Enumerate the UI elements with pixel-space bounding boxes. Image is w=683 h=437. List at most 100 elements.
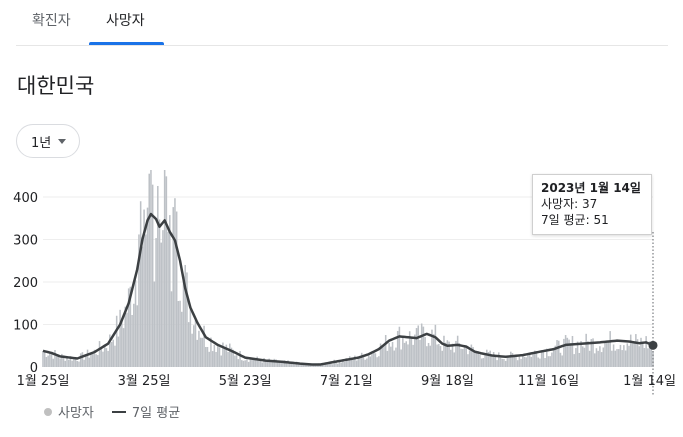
death-bar [71,360,73,367]
death-bar [232,349,234,367]
death-bar [458,343,461,367]
death-bar [294,364,296,367]
death-bar [124,306,127,367]
death-bar [414,334,416,367]
active-tab-indicator [89,42,164,45]
death-bar [477,351,479,367]
death-bar [645,336,647,367]
death-bar [556,340,558,367]
death-bar [131,314,133,367]
death-bar [78,361,80,367]
death-bar [530,356,533,367]
death-bar [133,303,135,367]
caret-down-icon [58,139,67,144]
death-bar [588,350,591,367]
death-bar [499,357,502,367]
death-bar [393,350,396,367]
death-bar [242,360,245,367]
death-bar [143,209,145,367]
x-tick-label: 9월 18일 [421,374,474,389]
tooltip-deaths-value: 37 [581,197,598,211]
death-bar [321,365,324,367]
death-bar [354,355,356,367]
death-bar [511,353,514,367]
death-bar [487,352,490,367]
death-bar [468,350,471,367]
death-bar [105,348,108,367]
death-bar [600,352,603,367]
death-bar [441,350,444,367]
death-bar [523,356,526,367]
death-bar [119,309,121,367]
legend-bars[interactable]: 사망자 [44,402,94,421]
death-bar [139,201,142,367]
death-bar [360,352,363,367]
death-bar [61,353,63,367]
range-dropdown[interactable]: 1년 [16,124,80,158]
death-bar [268,358,270,367]
death-bar [475,351,478,367]
death-bar [405,341,408,367]
death-bar [587,341,589,367]
death-bar [563,338,565,367]
death-bar [532,351,534,367]
death-bar [607,340,610,367]
death-bar [300,364,303,367]
death-bar [129,286,132,367]
death-bar [489,350,491,367]
death-bar [155,238,157,367]
tooltip-date-day: 14일 [613,181,641,195]
death-bar [635,334,637,367]
death-bar [292,363,294,367]
death-bar [631,342,634,367]
death-bar [314,364,317,367]
death-bar [640,337,642,367]
death-bar [240,360,243,367]
death-bar [492,351,495,367]
death-bar [45,356,48,367]
death-bar [534,350,536,367]
x-tick-label: 3월 25일 [118,374,171,389]
death-bar [307,364,310,367]
death-bar [328,362,330,367]
death-bar [252,359,255,367]
death-bar [134,280,137,367]
death-bar [167,231,169,367]
death-bar [312,365,315,367]
death-bar [235,355,238,367]
tab-deaths[interactable]: 사망자 [106,13,145,29]
death-bar [547,356,550,367]
death-bar [196,339,198,367]
death-bar [408,331,411,367]
death-bar [544,358,546,367]
death-bar [211,351,214,367]
death-bar [609,331,611,367]
tab-confirmed[interactable]: 확진자 [32,13,71,29]
death-bar [103,344,106,367]
death-bar [367,354,370,367]
death-bar [400,349,402,367]
death-bar [193,325,195,367]
death-bar [283,360,286,367]
death-bar [218,347,221,367]
tooltip-avg-value: 51 [593,213,609,227]
death-bar [419,339,421,367]
death-bar [480,358,483,367]
death-bar [121,321,123,367]
death-bar [97,355,99,367]
death-bar [516,360,519,367]
death-bar [146,207,149,367]
death-bar [446,340,449,367]
death-bar [112,339,115,367]
death-bar [102,351,104,367]
death-bar [43,350,46,367]
legend-line[interactable]: 7일 평균 [111,402,180,421]
death-bar [198,330,200,367]
death-bar [520,358,522,367]
death-bar [359,357,361,367]
death-bar [210,337,212,367]
death-bar [592,338,594,367]
death-bar [410,337,413,367]
death-bar [150,170,152,367]
death-bar [482,358,485,367]
